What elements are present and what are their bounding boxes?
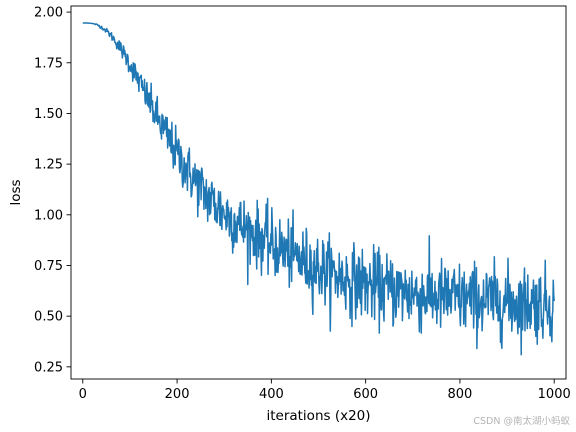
y-tick-label: 2.00 bbox=[34, 6, 63, 21]
watermark-text: CSDN @南太湖小蚂蚁 bbox=[473, 415, 570, 427]
x-axis-label: iterations (x20) bbox=[266, 408, 370, 424]
x-tick-label: 1000 bbox=[538, 387, 571, 402]
loss-line bbox=[82, 22, 555, 356]
y-axis-label: loss bbox=[8, 179, 24, 205]
y-tick-label: 0.25 bbox=[34, 360, 63, 375]
x-axis-ticks: 0 200 400 600 800 1000 bbox=[79, 379, 571, 402]
y-tick-label: 1.25 bbox=[34, 158, 63, 173]
loss-series bbox=[82, 22, 555, 356]
x-tick-label: 200 bbox=[165, 387, 190, 402]
plot-frame bbox=[70, 5, 567, 380]
x-tick-label: 400 bbox=[259, 387, 284, 402]
y-tick-label: 0.50 bbox=[34, 310, 63, 325]
y-tick-label: 0.75 bbox=[34, 259, 63, 274]
y-tick-label: 1.50 bbox=[34, 107, 63, 122]
x-tick-label: 600 bbox=[353, 387, 378, 402]
x-tick-label: 800 bbox=[448, 387, 473, 402]
x-tick-label: 0 bbox=[79, 387, 87, 402]
y-tick-label: 1.00 bbox=[34, 208, 63, 223]
y-tick-label: 1.75 bbox=[34, 56, 63, 71]
y-axis-ticks: 0.25 0.50 0.75 1.00 1.25 1.50 1.75 2.00 bbox=[34, 6, 71, 375]
